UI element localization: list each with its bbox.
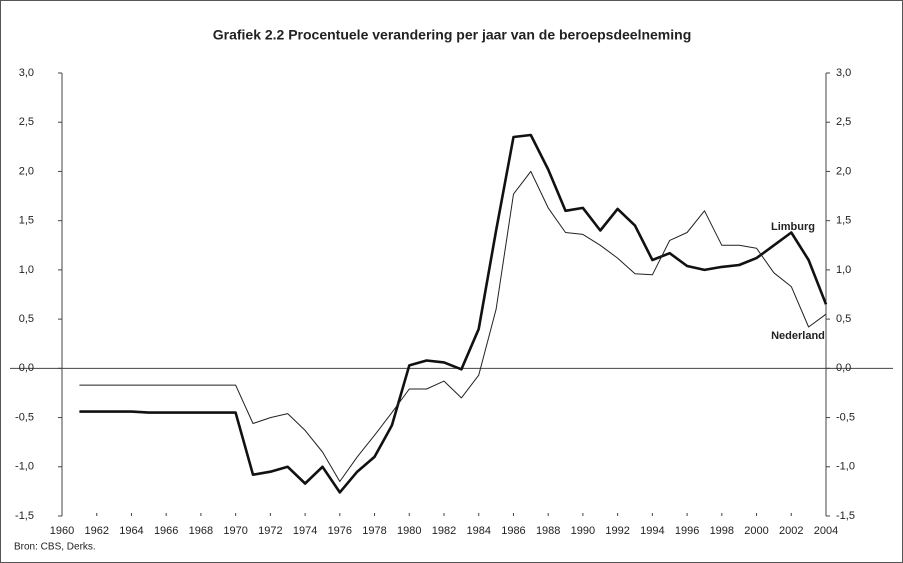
x-tick-label: 2002 bbox=[779, 525, 803, 537]
x-tick-label: 1968 bbox=[189, 525, 213, 537]
x-tick-label: 1988 bbox=[536, 525, 560, 537]
y2-tick-label: 2,5 bbox=[836, 116, 851, 128]
y-tick-label: -1,0 bbox=[15, 461, 34, 473]
x-tick-label: 1974 bbox=[293, 525, 317, 537]
x-tick-label: 1990 bbox=[571, 525, 595, 537]
y2-tick-label: -1,0 bbox=[836, 461, 855, 473]
y2-tick-label: 1,0 bbox=[836, 264, 851, 276]
y-tick-label: 0,5 bbox=[19, 313, 34, 325]
y-tick-label: -1,5 bbox=[15, 510, 34, 522]
x-tick-label: 1980 bbox=[397, 525, 421, 537]
y-tick-label: 3,0 bbox=[19, 67, 34, 79]
x-tick-label: 1960 bbox=[50, 525, 74, 537]
y-tick-label: 0,0 bbox=[19, 362, 34, 374]
x-tick-label: 1992 bbox=[605, 525, 629, 537]
x-tick-label: 1972 bbox=[258, 525, 282, 537]
y-tick-label: -0,5 bbox=[15, 411, 34, 423]
x-tick-label: 1994 bbox=[640, 525, 664, 537]
x-tick-label: 1986 bbox=[501, 525, 525, 537]
x-tick-label: 1982 bbox=[432, 525, 456, 537]
y2-tick-label: 2,0 bbox=[836, 165, 851, 177]
x-tick-label: 1962 bbox=[84, 525, 108, 537]
x-tick-label: 2000 bbox=[744, 525, 768, 537]
y2-tick-label: -1,5 bbox=[836, 510, 855, 522]
y-tick-label: 2,5 bbox=[19, 116, 34, 128]
y2-tick-label: 0,5 bbox=[836, 313, 851, 325]
y2-tick-label: 3,0 bbox=[836, 67, 851, 79]
x-tick-label: 1984 bbox=[466, 525, 490, 537]
y2-tick-label: 1,5 bbox=[836, 215, 851, 227]
series-label: Limburg bbox=[771, 221, 815, 233]
series-label: Nederland bbox=[771, 330, 825, 342]
x-tick-label: 1964 bbox=[119, 525, 143, 537]
x-tick-label: 1970 bbox=[223, 525, 247, 537]
y-tick-label: 1,0 bbox=[19, 264, 34, 276]
x-tick-label: 1976 bbox=[328, 525, 352, 537]
x-tick-label: 1978 bbox=[362, 525, 386, 537]
series-line bbox=[79, 133, 828, 494]
source: Bron: CBS, Derks. bbox=[14, 542, 96, 553]
x-tick-label: 2004 bbox=[814, 525, 838, 537]
chart-title: Grafiek 2.2 Procentuele verandering per … bbox=[213, 27, 692, 43]
y-tick-label: 2,0 bbox=[19, 165, 34, 177]
y2-tick-label: 0,0 bbox=[836, 362, 851, 374]
y2-tick-label: -0,5 bbox=[836, 411, 855, 423]
x-tick-label: 1966 bbox=[154, 525, 178, 537]
series-line bbox=[79, 170, 827, 482]
x-tick-label: 1996 bbox=[675, 525, 699, 537]
x-tick-label: 1998 bbox=[710, 525, 734, 537]
y-tick-label: 1,5 bbox=[19, 215, 34, 227]
